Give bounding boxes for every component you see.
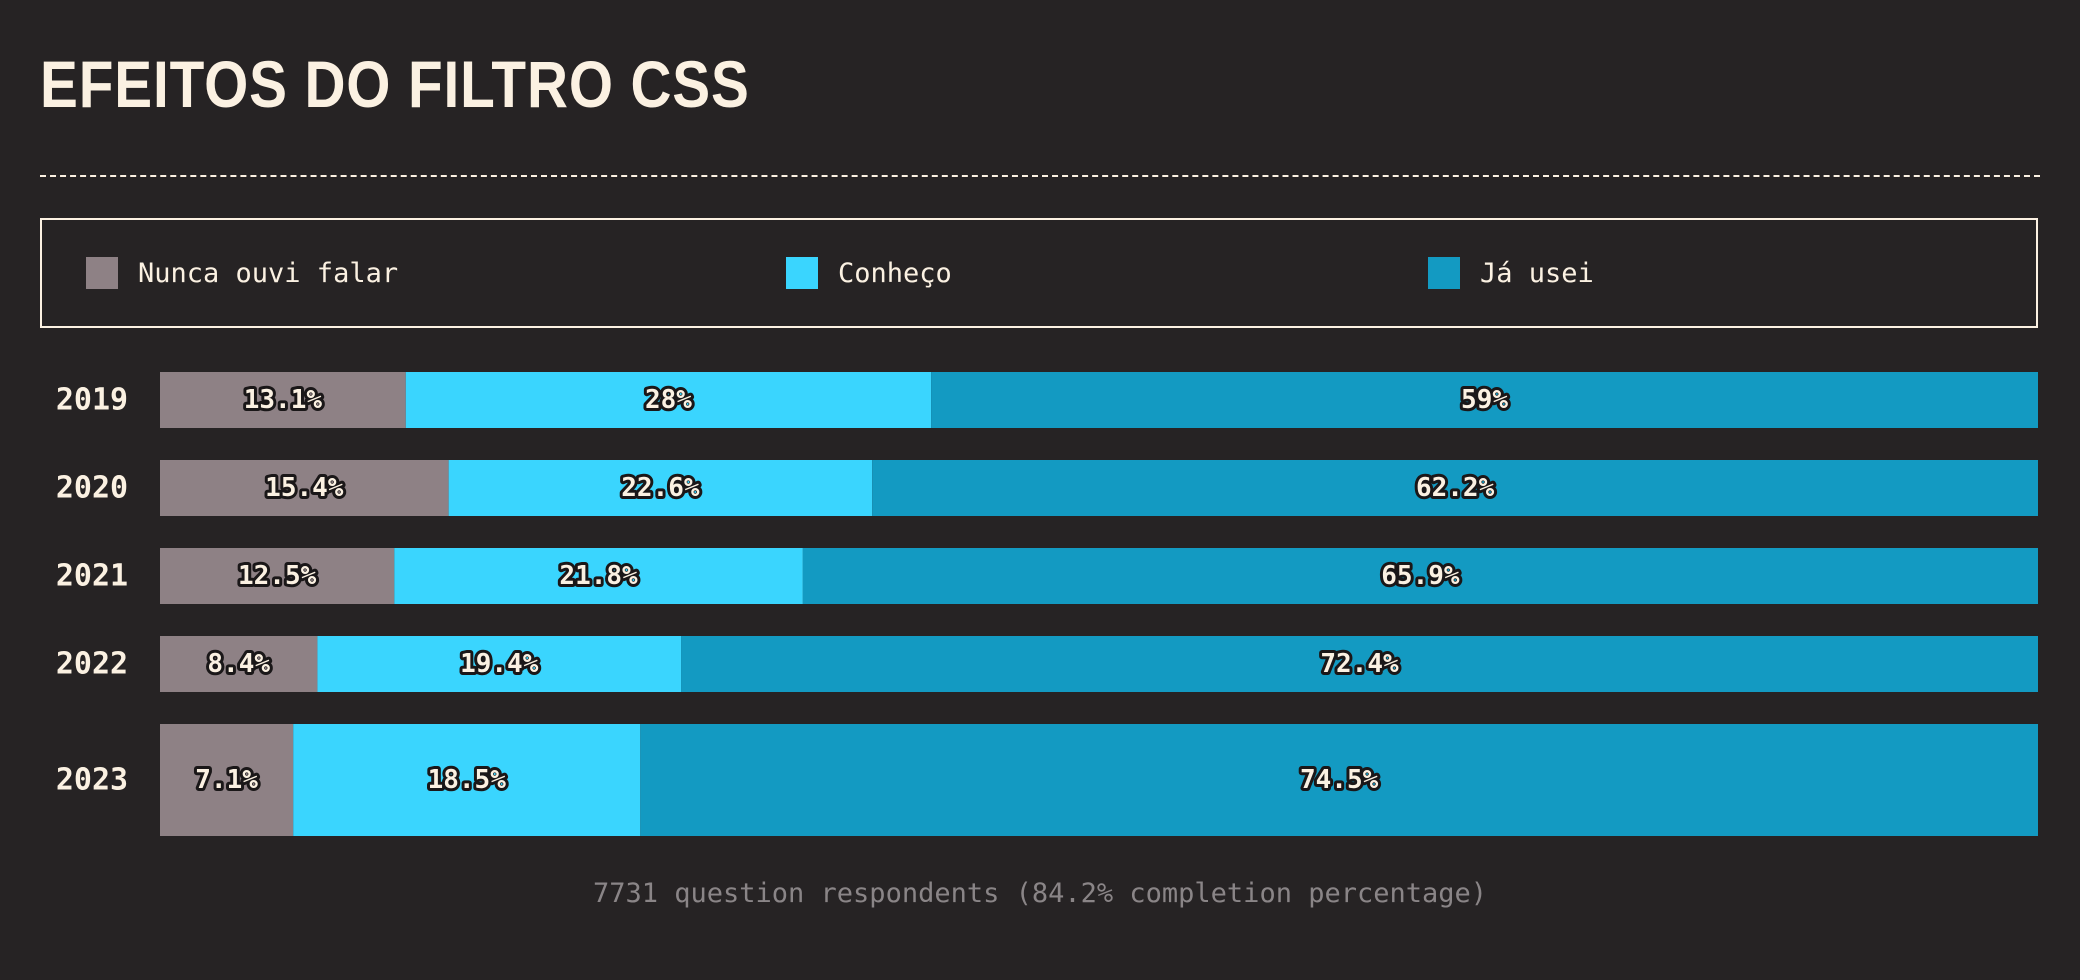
- bar-segment[interactable]: [802, 548, 2038, 604]
- value-label: 18.5%: [428, 765, 507, 795]
- bar-segment[interactable]: [317, 636, 682, 692]
- value-label: 7.1%: [195, 765, 258, 795]
- bar-segment[interactable]: [160, 724, 294, 836]
- bar-segment[interactable]: [640, 724, 2038, 836]
- bar-segment[interactable]: [394, 548, 803, 604]
- value-label: 8.4%: [207, 649, 270, 679]
- legend-item-never-heard[interactable]: Nunca ouvi falar: [86, 220, 398, 326]
- respondents-note: 7731 question respondents (84.2% complet…: [592, 878, 1488, 909]
- value-label: 65.9%: [1381, 561, 1460, 591]
- bar-segment[interactable]: [448, 460, 873, 516]
- value-label: 28%: [645, 385, 692, 415]
- bar-segment[interactable]: [681, 636, 2038, 692]
- bar-segment[interactable]: [931, 372, 2038, 428]
- value-label: 12.5%: [238, 561, 317, 591]
- chart-legend: Nunca ouvi falar Conheço Já usei: [40, 218, 2038, 328]
- category-label: 2019: [56, 383, 128, 418]
- value-label: 59%: [1461, 385, 1508, 415]
- legend-swatch: [786, 257, 818, 289]
- legend-swatch: [1428, 257, 1460, 289]
- value-label: 62.2%: [1416, 473, 1495, 503]
- bar-segment[interactable]: [160, 460, 449, 516]
- category-label: 2020: [56, 471, 128, 506]
- bar-segment[interactable]: [872, 460, 2038, 516]
- value-label: 74.5%: [1300, 765, 1379, 795]
- title-divider: [40, 175, 2040, 177]
- bar-segment[interactable]: [405, 372, 932, 428]
- bar-row-2021: 2021 12.5% 21.8% 65.9%: [56, 548, 2038, 604]
- value-label: 22.6%: [621, 473, 700, 503]
- category-label: 2021: [56, 559, 128, 594]
- value-label: 21.8%: [559, 561, 638, 591]
- stacked-bar-chart: 2019 13.1% 28% 59% 2020 15.4% 22.6% 62.2% 2021 12…: [56, 372, 2038, 836]
- category-label: 2023: [56, 763, 128, 798]
- bar-segment[interactable]: [293, 724, 641, 836]
- bar-segment[interactable]: [160, 636, 318, 692]
- legend-item-used[interactable]: Já usei: [1428, 220, 1594, 326]
- category-label: 2022: [56, 647, 128, 682]
- legend-label: Conheço: [838, 257, 952, 289]
- bar-row-2019: 2019 13.1% 28% 59%: [56, 372, 2038, 428]
- legend-label: Já usei: [1480, 257, 1594, 289]
- bar-segment[interactable]: [160, 372, 406, 428]
- value-label: 13.1%: [244, 385, 323, 415]
- value-label: 72.4%: [1320, 649, 1399, 679]
- bar-segment[interactable]: [160, 548, 395, 604]
- legend-label: Nunca ouvi falar: [138, 257, 399, 289]
- value-label: 15.4%: [265, 473, 344, 503]
- legend-item-know[interactable]: Conheço: [786, 220, 952, 326]
- value-label: 19.4%: [460, 649, 539, 679]
- bar-row-2020: 2020 15.4% 22.6% 62.2%: [56, 460, 2038, 516]
- bar-row-2023: 2023 7.1% 18.5% 74.5%: [56, 724, 2038, 836]
- chart-title: EFEITOS DO FILTRO CSS: [40, 47, 750, 121]
- legend-swatch: [86, 257, 118, 289]
- bar-row-2022: 2022 8.4% 19.4% 72.4%: [56, 636, 2038, 692]
